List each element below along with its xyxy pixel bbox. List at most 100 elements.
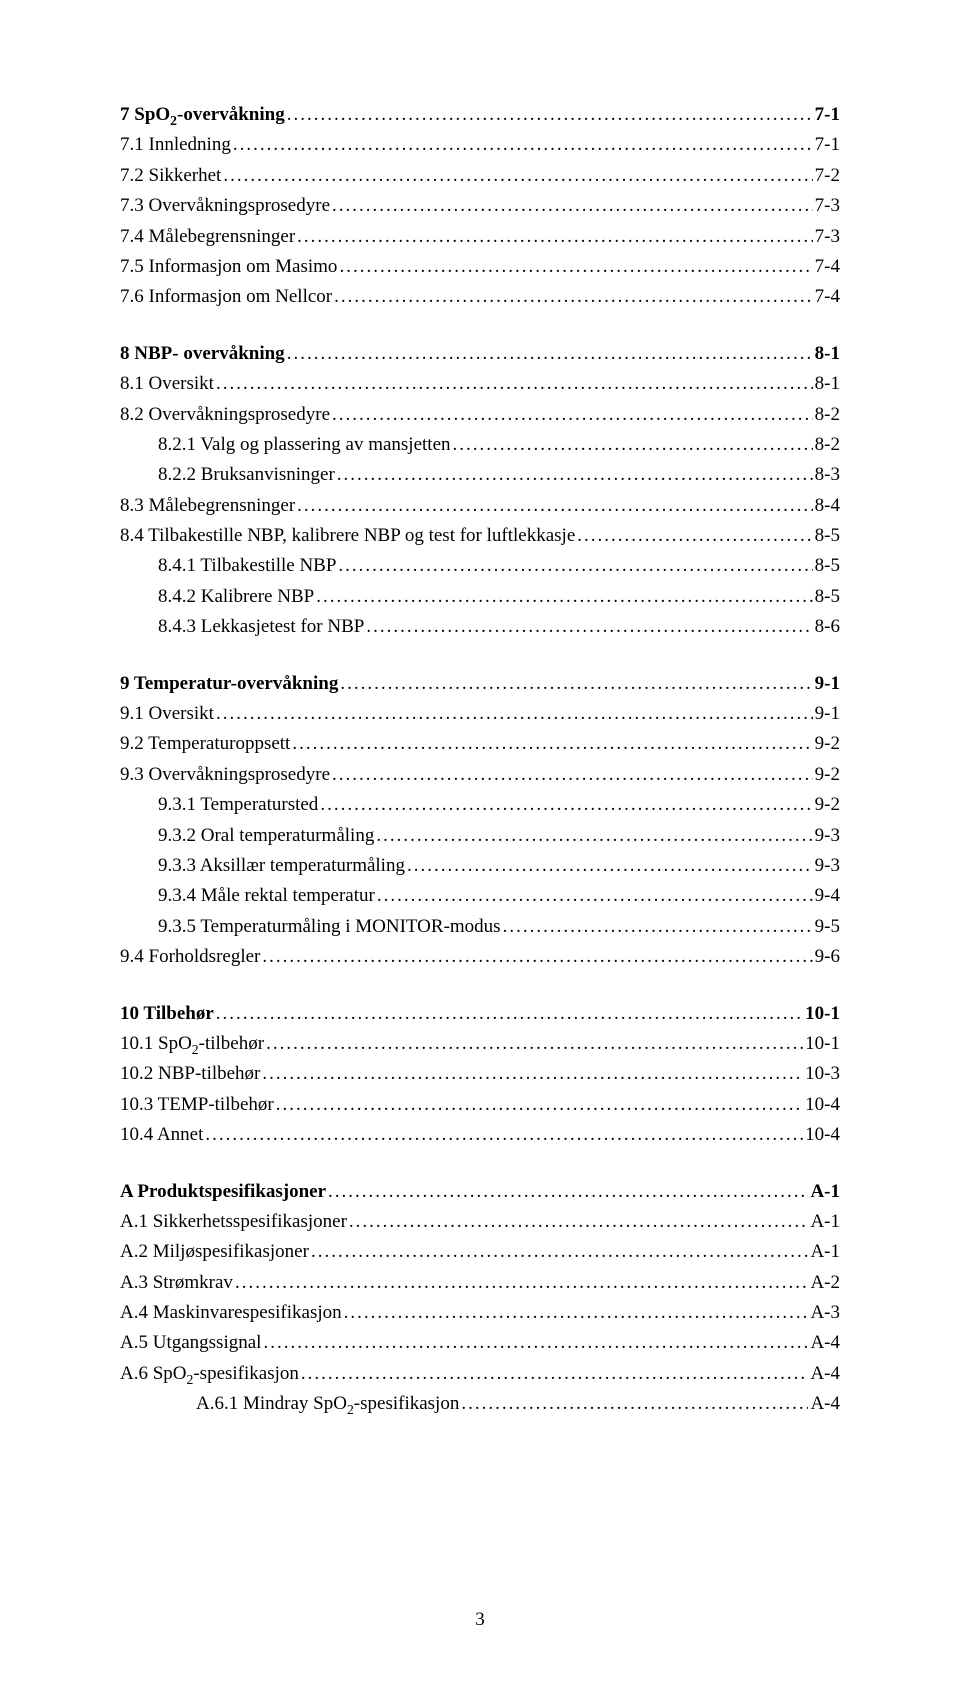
toc-entry-page: 8-5: [815, 521, 840, 551]
toc-section: 10 Tilbehør 10-110.1 SpO2-tilbehør 10-1 1…: [120, 999, 840, 1151]
toc-entry-label: 9 Temperatur-overvåkning: [120, 669, 338, 699]
toc-entry-page: 7-4: [815, 282, 840, 312]
toc-entry-label: 10.1 SpO2-tilbehør: [120, 1029, 264, 1059]
toc-leader-dots: [503, 912, 813, 942]
toc-entry: 8 NBP- overvåkning 8-1: [120, 339, 840, 369]
toc-entry: A.1 Sikkerhetsspesifikasjoner A-1: [120, 1207, 840, 1237]
toc-entry: 8.2 Overvåkningsprosedyre 8-2: [120, 400, 840, 430]
toc-entry-label: 9.1 Oversikt: [120, 699, 214, 729]
toc-entry-label: A.5 Utgangssignal: [120, 1328, 261, 1358]
toc-entry: 7 SpO2-overvåkning 7-1: [120, 100, 840, 130]
toc-entry-page: 8-4: [815, 491, 840, 521]
toc-leader-dots: [453, 430, 813, 460]
toc-entry: 7.2 Sikkerhet 7-2: [120, 161, 840, 191]
toc-leader-dots: [292, 729, 812, 759]
toc-entry-label: 7.5 Informasjon om Masimo: [120, 252, 337, 282]
toc-entry: 8.2.2 Bruksanvisninger 8-3: [120, 460, 840, 490]
toc-entry-label: 9.2 Temperaturoppsett: [120, 729, 290, 759]
toc-leader-dots: [287, 100, 813, 130]
toc-entry-page: 9-1: [815, 699, 840, 729]
toc-entry-label: 7.3 Overvåkningsprosedyre: [120, 191, 330, 221]
toc-entry-label: 8.1 Oversikt: [120, 369, 214, 399]
toc-section: A Produktspesifikasjoner A-1A.1 Sikkerhe…: [120, 1177, 840, 1420]
toc-leader-dots: [262, 942, 812, 972]
toc-entry: 10.4 Annet 10-4: [120, 1120, 840, 1150]
toc-leader-dots: [216, 699, 813, 729]
toc-leader-dots: [297, 222, 813, 252]
toc-leader-dots: [216, 369, 813, 399]
toc-leader-dots: [376, 821, 812, 851]
toc-entry-label: A.1 Sikkerhetsspesifikasjoner: [120, 1207, 347, 1237]
toc-leader-dots: [233, 130, 813, 160]
toc-entry: 8.2.1 Valg og plassering av mansjetten 8…: [120, 430, 840, 460]
toc-entry-page: 9-5: [815, 912, 840, 942]
toc-entry: A.6 SpO2-spesifikasjon A-4: [120, 1359, 840, 1389]
toc-entry-page: A-1: [810, 1177, 840, 1207]
toc-entry-page: 7-3: [815, 191, 840, 221]
toc-leader-dots: [338, 551, 812, 581]
toc-leader-dots: [216, 999, 803, 1029]
toc-container: 7 SpO2-overvåkning 7-17.1 Innledning 7-1…: [120, 100, 840, 1420]
toc-entry-label: 8.3 Målebegrensninger: [120, 491, 295, 521]
toc-leader-dots: [332, 760, 813, 790]
toc-entry: 9.3.1 Temperatursted 9-2: [120, 790, 840, 820]
toc-leader-dots: [223, 161, 812, 191]
toc-entry-label: 10 Tilbehør: [120, 999, 214, 1029]
toc-entry-page: A-4: [810, 1359, 840, 1389]
toc-entry: 9.4 Forholdsregler 9-6: [120, 942, 840, 972]
toc-entry-label: 8.4.2 Kalibrere NBP: [158, 582, 314, 612]
toc-entry: A.3 Strømkrav A-2: [120, 1268, 840, 1298]
toc-leader-dots: [276, 1090, 803, 1120]
toc-entry-page: 8-5: [815, 582, 840, 612]
toc-entry-page: A-3: [810, 1298, 840, 1328]
toc-entry-page: 8-2: [815, 400, 840, 430]
toc-entry: 9.3.5 Temperaturmåling i MONITOR-modus 9…: [120, 912, 840, 942]
toc-entry-page: 9-3: [815, 821, 840, 851]
toc-leader-dots: [332, 191, 813, 221]
toc-entry-page: 10-1: [805, 1029, 840, 1059]
toc-entry-label: 10.4 Annet: [120, 1120, 203, 1150]
toc-entry-page: 10-4: [805, 1090, 840, 1120]
toc-entry: 8.3 Målebegrensninger 8-4: [120, 491, 840, 521]
toc-leader-dots: [287, 339, 813, 369]
toc-entry-label: 9.4 Forholdsregler: [120, 942, 260, 972]
page-number: 3: [0, 1609, 960, 1631]
toc-entry-page: 9-2: [815, 790, 840, 820]
toc-page: 7 SpO2-overvåkning 7-17.1 Innledning 7-1…: [0, 0, 960, 1683]
toc-entry-page: 9-6: [815, 942, 840, 972]
toc-entry-label: 8.4 Tilbakestille NBP, kalibrere NBP og …: [120, 521, 575, 551]
toc-entry-label: 8 NBP- overvåkning: [120, 339, 285, 369]
toc-entry-page: 10-4: [805, 1120, 840, 1150]
toc-entry-label: 9.3.1 Temperatursted: [158, 790, 318, 820]
toc-leader-dots: [461, 1389, 808, 1419]
toc-entry-page: 8-6: [815, 612, 840, 642]
toc-leader-dots: [377, 881, 813, 911]
toc-entry-label: 7.2 Sikkerhet: [120, 161, 221, 191]
toc-entry: A Produktspesifikasjoner A-1: [120, 1177, 840, 1207]
toc-entry-label: 7.6 Informasjon om Nellcor: [120, 282, 332, 312]
toc-entry: 7.5 Informasjon om Masimo 7-4: [120, 252, 840, 282]
toc-entry: 9.1 Oversikt 9-1: [120, 699, 840, 729]
toc-leader-dots: [332, 400, 813, 430]
toc-leader-dots: [334, 282, 813, 312]
toc-entry: 10 Tilbehør 10-1: [120, 999, 840, 1029]
toc-entry: 7.6 Informasjon om Nellcor 7-4: [120, 282, 840, 312]
toc-entry-page: 8-2: [815, 430, 840, 460]
toc-entry: 8.1 Oversikt 8-1: [120, 369, 840, 399]
toc-entry-page: A-2: [810, 1268, 840, 1298]
toc-entry-label: 7.1 Innledning: [120, 130, 231, 160]
toc-entry-label: 8.4.1 Tilbakestille NBP: [158, 551, 336, 581]
toc-entry: A.5 Utgangssignal A-4: [120, 1328, 840, 1358]
toc-entry-label: 9.3.2 Oral temperaturmåling: [158, 821, 374, 851]
toc-leader-dots: [266, 1029, 803, 1059]
toc-entry-page: A-1: [810, 1237, 840, 1267]
toc-entry-page: 7-3: [815, 222, 840, 252]
toc-entry-label: A.3 Strømkrav: [120, 1268, 233, 1298]
toc-leader-dots: [320, 790, 812, 820]
toc-section: 7 SpO2-overvåkning 7-17.1 Innledning 7-1…: [120, 100, 840, 313]
toc-entry-label: 9.3.4 Måle rektal temperatur: [158, 881, 375, 911]
toc-entry: A.2 Miljøspesifikasjoner A-1: [120, 1237, 840, 1267]
toc-entry: 9 Temperatur-overvåkning 9-1: [120, 669, 840, 699]
toc-leader-dots: [301, 1359, 809, 1389]
toc-entry-label: 8.2.1 Valg og plassering av mansjetten: [158, 430, 451, 460]
